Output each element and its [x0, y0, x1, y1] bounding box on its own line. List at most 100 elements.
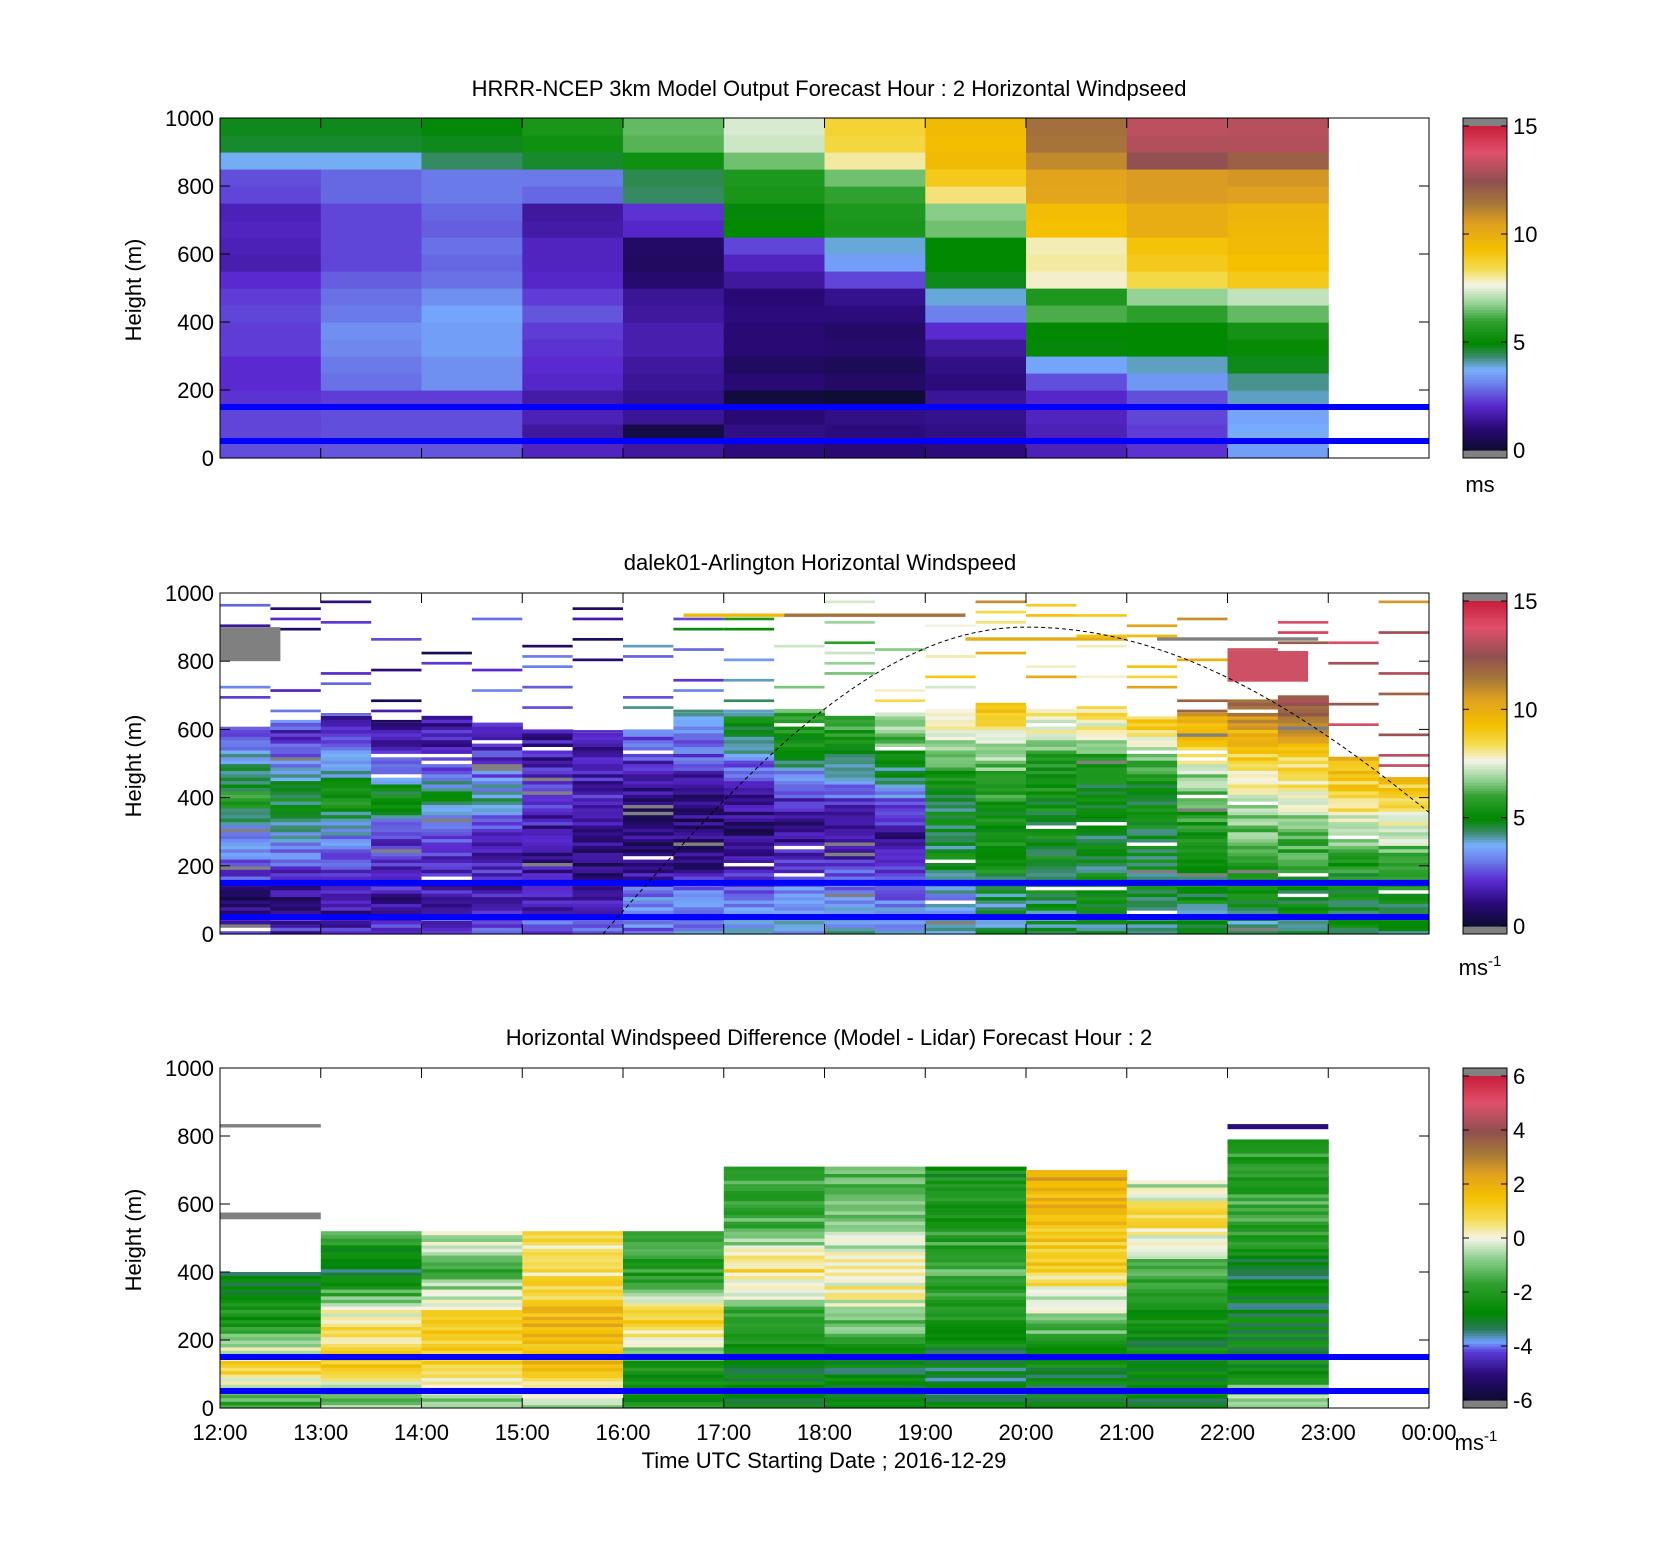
difference-cell [623, 1343, 725, 1348]
lidar-cell [1177, 831, 1229, 836]
colorbar-step [1463, 393, 1507, 397]
lidar-cell [471, 862, 523, 867]
model-cell [1026, 271, 1128, 289]
lidar-cell [1177, 797, 1229, 802]
difference-cell [522, 1316, 624, 1321]
lidar-cell [471, 814, 523, 819]
lidar-cell [774, 899, 826, 904]
lidar-cell [1378, 797, 1430, 802]
lidar-cell [1126, 896, 1178, 901]
lidar-cell [1227, 770, 1279, 775]
lidar-cell [673, 780, 725, 785]
colorbar-step [1463, 1316, 1507, 1320]
difference-cell [723, 1302, 826, 1307]
lidar-cell [220, 801, 271, 805]
colorbar-step [1463, 298, 1507, 303]
lidar-cell [673, 722, 725, 727]
lidar-cell [572, 814, 624, 819]
colorbar-step [1463, 863, 1507, 868]
difference-cell [220, 1295, 322, 1300]
difference-cell [220, 1282, 322, 1287]
colorbar-step [1463, 1092, 1507, 1096]
lidar-cell [623, 777, 674, 782]
lidar-cell [925, 841, 977, 846]
lidar-cell [270, 889, 322, 894]
lidar-cell [270, 876, 322, 880]
difference-cell [522, 1380, 624, 1385]
lidar-cell [572, 794, 624, 799]
difference-cell [522, 1272, 624, 1276]
lidar-cell [471, 770, 523, 775]
lidar-cell [1227, 869, 1279, 874]
colorbar-step [1463, 1292, 1507, 1296]
lidar-cell [421, 835, 473, 840]
difference-isolated-segment [220, 1124, 321, 1128]
lidar-cell [1328, 828, 1380, 833]
lidar-cell [925, 801, 977, 805]
model-cell [522, 254, 624, 272]
lidar-cell [572, 893, 624, 898]
lidar-cell [220, 896, 271, 901]
colorbar-under [1463, 1400, 1507, 1408]
lidar-cell [824, 766, 876, 771]
lidar-cell [1277, 732, 1329, 737]
lidar-high-segment [1157, 637, 1319, 641]
lidar-cell [673, 841, 725, 846]
model-cell [623, 305, 725, 323]
difference-cell [623, 1248, 725, 1253]
lidar-cell [1177, 838, 1229, 843]
difference-cell [824, 1285, 926, 1290]
lidar-cell [471, 766, 523, 771]
colorbar-step [1463, 201, 1507, 205]
lidar-cell [522, 797, 574, 802]
lidar-cell [1026, 835, 1077, 840]
lidar-cell [371, 848, 423, 853]
lidar-cell [572, 828, 624, 833]
lidar-cell [673, 804, 725, 809]
lidar-cell [320, 855, 372, 860]
lidar-sparse-cell [320, 672, 372, 675]
lidar-cell [1026, 818, 1077, 823]
colorbar-step [1463, 647, 1507, 651]
lidar-cell [623, 841, 674, 846]
lidar-cell [320, 784, 372, 788]
lidar-cell [774, 708, 826, 713]
model-cell [220, 152, 322, 170]
lidar-sparse-cell [1126, 675, 1178, 679]
lidar-cell [1277, 869, 1329, 874]
model-cell [1026, 424, 1128, 442]
lidar-cell [975, 855, 1027, 860]
difference-cell [1126, 1374, 1229, 1378]
model-cell [1026, 390, 1128, 408]
lidar-cell [824, 848, 876, 853]
lidar-cell [1277, 749, 1329, 754]
colorbar-step [1463, 1386, 1507, 1390]
lidar-cell [623, 729, 674, 734]
lidar-sparse-cell [673, 678, 724, 682]
colorbar-step [1463, 1378, 1507, 1382]
lidar-cell [1227, 736, 1279, 741]
difference-cell [1026, 1176, 1128, 1181]
lidar-cell [925, 749, 977, 754]
lidar-cell [925, 729, 977, 734]
colorbar-step [1463, 703, 1507, 708]
difference-cell [925, 1295, 1027, 1300]
difference-cell [925, 1190, 1027, 1195]
lidar-cell [572, 889, 624, 894]
lidar-cell [874, 804, 926, 809]
lidar-cell [925, 910, 977, 915]
lidar-cell [1126, 869, 1178, 874]
lidar-cell [270, 872, 322, 877]
lidar-cell [1026, 831, 1077, 836]
difference-cell [522, 1261, 624, 1266]
difference-cell [421, 1312, 523, 1317]
lidar-cell [421, 824, 473, 829]
lidar-cell [1177, 773, 1229, 778]
lidar-cell [522, 862, 574, 867]
colorbar-step [1463, 177, 1507, 181]
difference-cell [723, 1377, 826, 1382]
colorbar-tick-label: 6 [1513, 1064, 1525, 1089]
colorbar-step [1463, 277, 1507, 281]
colorbar-step [1463, 741, 1507, 746]
